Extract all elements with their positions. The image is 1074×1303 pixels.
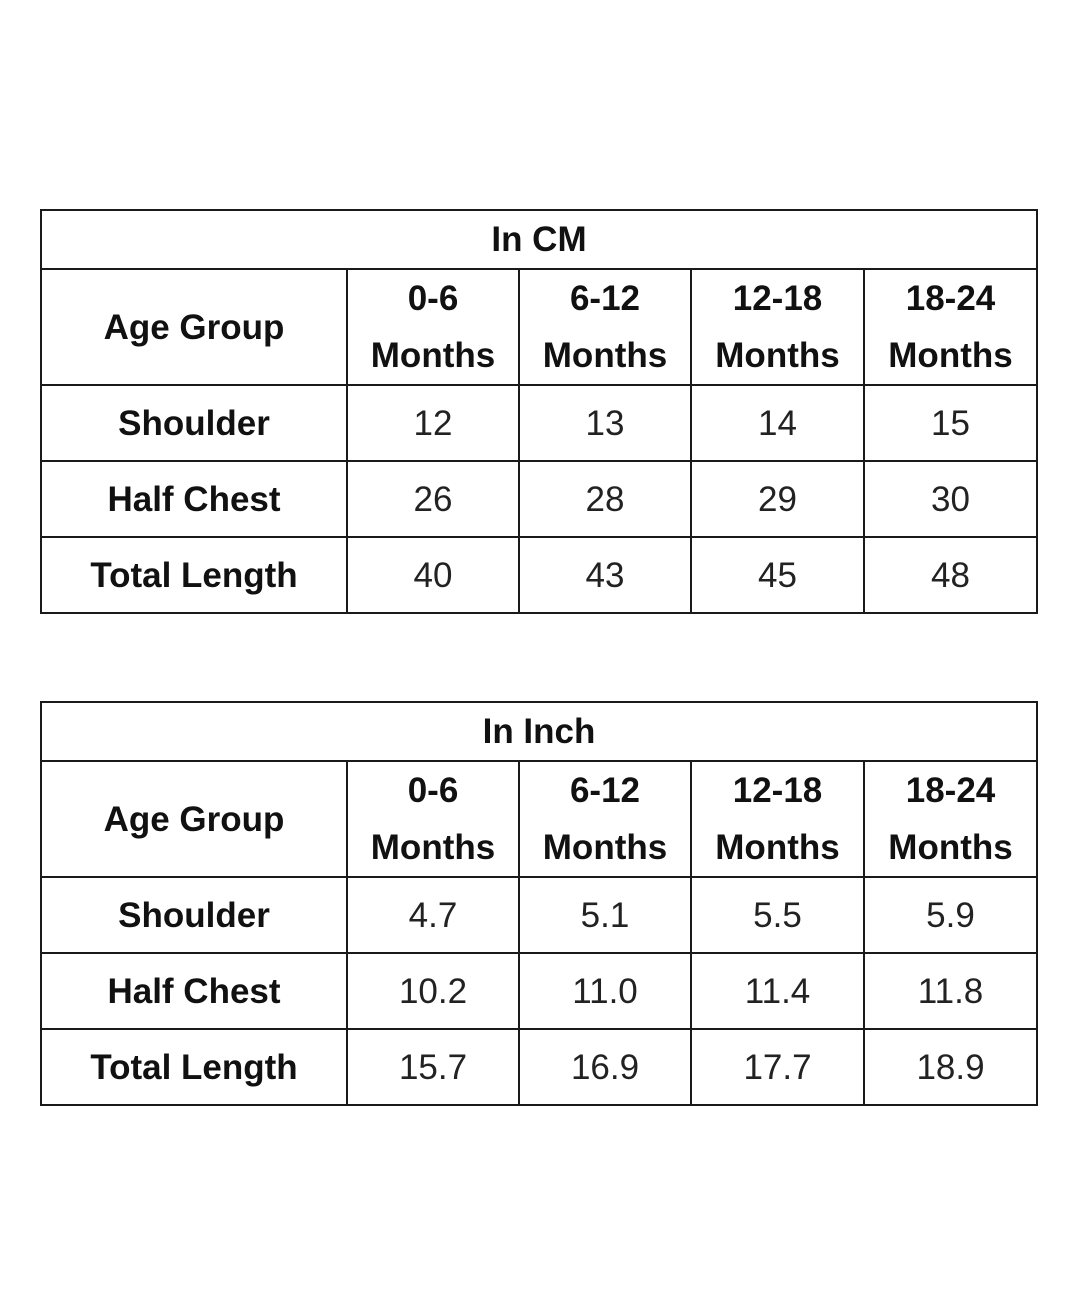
value-cell: 26 bbox=[346, 460, 520, 538]
column-header-unit: Months bbox=[370, 336, 496, 375]
column-header: 18-24 Months bbox=[862, 760, 1039, 878]
value-cell: 15.7 bbox=[346, 1028, 520, 1106]
table-title: In CM bbox=[40, 209, 1038, 270]
column-header-unit: Months bbox=[888, 828, 1013, 867]
row-label: Shoulder bbox=[40, 876, 348, 954]
column-header: 18-24 Months bbox=[863, 268, 1038, 386]
column-header-unit: Months bbox=[370, 828, 496, 867]
column-header: 12-18 Months bbox=[690, 760, 865, 878]
column-header-range: 0-6 bbox=[407, 279, 459, 318]
value-cell: 45 bbox=[690, 536, 865, 614]
table-header-row: Age Group 0-6 Months 6-12 Months 12-18 M… bbox=[40, 760, 1039, 878]
column-header-unit: Months bbox=[542, 336, 668, 375]
column-header-unit: Months bbox=[715, 828, 840, 867]
size-table-cm: In CM Age Group 0-6 Months 6-12 Months 1… bbox=[40, 209, 1038, 614]
column-header: 6-12 Months bbox=[518, 268, 692, 386]
value-cell: 30 bbox=[863, 460, 1038, 538]
value-cell: 11.8 bbox=[862, 952, 1039, 1030]
column-header: 0-6 Months bbox=[346, 268, 520, 386]
table-title: In Inch bbox=[39, 701, 1039, 762]
value-cell: 4.7 bbox=[346, 876, 520, 954]
table-row: Half Chest 10.2 11.0 11.4 11.8 bbox=[40, 952, 1039, 1030]
column-header: 0-6 Months bbox=[346, 760, 520, 878]
age-group-header: Age Group bbox=[40, 268, 348, 386]
column-header-range: 0-6 bbox=[407, 771, 459, 810]
table-title-row: In Inch bbox=[39, 701, 1039, 762]
column-header-range: 6-12 bbox=[569, 279, 641, 318]
value-cell: 17.7 bbox=[690, 1028, 865, 1106]
row-label: Half Chest bbox=[40, 952, 348, 1030]
row-label: Total Length bbox=[40, 536, 348, 614]
value-cell: 28 bbox=[518, 460, 692, 538]
value-cell: 15 bbox=[863, 384, 1038, 462]
value-cell: 12 bbox=[346, 384, 520, 462]
row-label: Shoulder bbox=[40, 384, 348, 462]
value-cell: 5.5 bbox=[690, 876, 865, 954]
table-title-row: In CM bbox=[40, 209, 1038, 270]
column-header-range: 6-12 bbox=[569, 771, 641, 810]
value-cell: 18.9 bbox=[862, 1028, 1039, 1106]
column-header-unit: Months bbox=[542, 828, 668, 867]
value-cell: 11.0 bbox=[518, 952, 692, 1030]
age-group-header: Age Group bbox=[40, 760, 348, 878]
value-cell: 40 bbox=[346, 536, 520, 614]
table-row: Half Chest 26 28 29 30 bbox=[40, 460, 1038, 538]
table-row: Shoulder 4.7 5.1 5.5 5.9 bbox=[40, 876, 1039, 954]
column-header: 6-12 Months bbox=[518, 760, 692, 878]
value-cell: 5.9 bbox=[862, 876, 1039, 954]
table-header-row: Age Group 0-6 Months 6-12 Months 12-18 M… bbox=[40, 268, 1038, 386]
column-header-range: 12-18 bbox=[732, 771, 823, 810]
column-header-range: 12-18 bbox=[732, 279, 823, 318]
value-cell: 5.1 bbox=[518, 876, 692, 954]
row-label: Total Length bbox=[40, 1028, 348, 1106]
column-header-range: 18-24 bbox=[905, 279, 996, 318]
size-table-inch: In Inch Age Group 0-6 Months 6-12 Months… bbox=[39, 701, 1039, 1106]
value-cell: 43 bbox=[518, 536, 692, 614]
value-cell: 14 bbox=[690, 384, 865, 462]
column-header-unit: Months bbox=[715, 336, 840, 375]
value-cell: 10.2 bbox=[346, 952, 520, 1030]
value-cell: 48 bbox=[863, 536, 1038, 614]
row-label: Half Chest bbox=[40, 460, 348, 538]
value-cell: 16.9 bbox=[518, 1028, 692, 1106]
value-cell: 29 bbox=[690, 460, 865, 538]
value-cell: 11.4 bbox=[690, 952, 865, 1030]
column-header: 12-18 Months bbox=[690, 268, 865, 386]
value-cell: 13 bbox=[518, 384, 692, 462]
table-row: Total Length 15.7 16.9 17.7 18.9 bbox=[40, 1028, 1039, 1106]
column-header-range: 18-24 bbox=[905, 771, 996, 810]
column-header-unit: Months bbox=[888, 336, 1013, 375]
table-row: Shoulder 12 13 14 15 bbox=[40, 384, 1038, 462]
table-row: Total Length 40 43 45 48 bbox=[40, 536, 1038, 614]
